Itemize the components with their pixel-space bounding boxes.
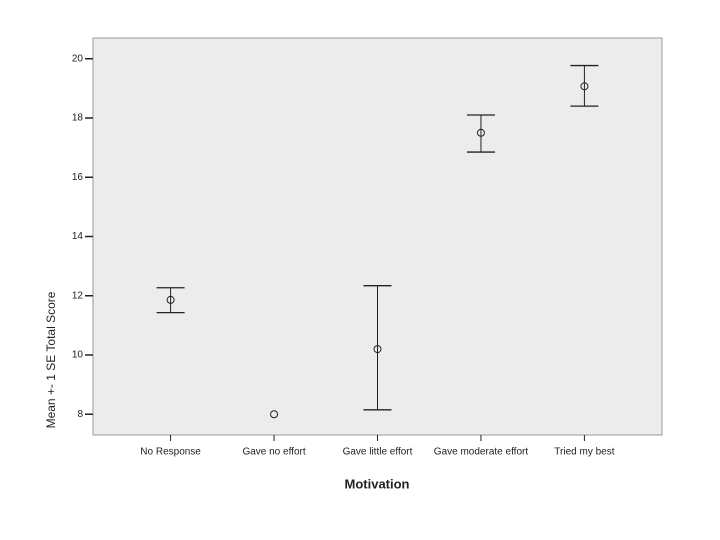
x-tick-label: Gave no effort <box>242 447 305 458</box>
x-tick-label: No Response <box>140 447 201 458</box>
y-tick-label: 14 <box>72 231 84 242</box>
y-axis-title: Mean +- 1 SE Total Score <box>44 291 58 428</box>
x-axis-title: Motivation <box>345 476 410 491</box>
mean-marker <box>476 128 485 137</box>
mean-marker <box>373 345 382 354</box>
x-tick-label: Gave little effort <box>343 447 413 458</box>
x-tick-label: Tried my best <box>554 447 614 458</box>
y-tick-label: 16 <box>72 172 84 183</box>
y-tick-label: 20 <box>72 53 84 64</box>
x-tick-label: Gave moderate effort <box>434 447 529 458</box>
y-tick-label: 8 <box>77 409 83 420</box>
y-tick-label: 18 <box>72 113 84 124</box>
y-tick-label: 12 <box>72 290 84 301</box>
y-tick-label: 10 <box>72 350 84 361</box>
mean-marker <box>580 82 589 91</box>
mean-marker <box>166 295 175 304</box>
mean-marker <box>270 410 279 419</box>
